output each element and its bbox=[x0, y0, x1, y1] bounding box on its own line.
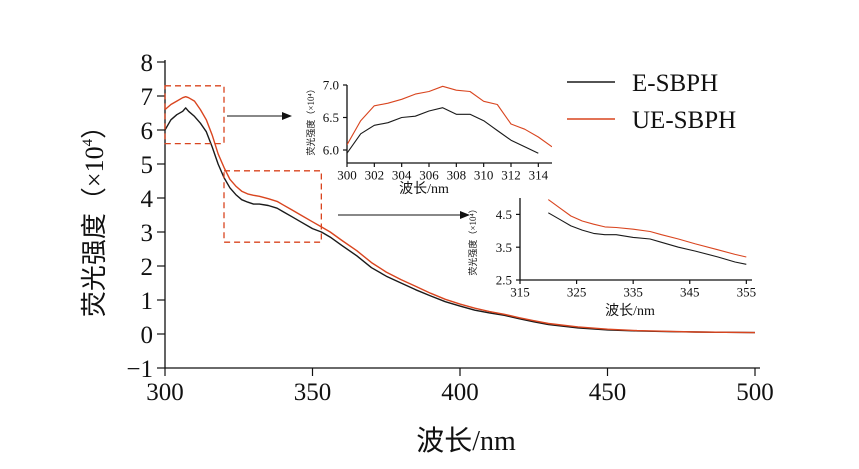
inset1-y-tick-label: 6.5 bbox=[323, 110, 339, 125]
arrow-head-1 bbox=[282, 112, 292, 120]
inset2-ticks: 315 325 335 345 355 4.5 3.5 2.5 bbox=[496, 207, 756, 299]
inset1-y-tick-label: 7.0 bbox=[323, 78, 339, 93]
legend-label-e-sbph: E-SBPH bbox=[632, 70, 718, 97]
main-y-tick-label: 0 bbox=[141, 322, 154, 349]
inset1-x-axis-label: 波长/nm bbox=[399, 181, 449, 197]
main-y-tick-label: −1 bbox=[126, 356, 153, 383]
inset1-y-tick-label: 6.0 bbox=[323, 143, 339, 158]
inset2-x-axis-label: 波长/nm bbox=[605, 303, 655, 319]
inset1-series-line-e-sbph bbox=[347, 107, 539, 154]
inset2-series-line-e-sbph bbox=[548, 212, 747, 265]
main-series-line-ue-sbph bbox=[164, 95, 756, 334]
main-y-tick-label: 6 bbox=[141, 118, 154, 145]
inset2-y-tick-label: 4.5 bbox=[496, 207, 512, 222]
main-y-tick-label: 1 bbox=[141, 288, 154, 315]
main-y-tick-label: 2 bbox=[141, 254, 154, 281]
inset1-x-tick-label: 314 bbox=[529, 167, 549, 182]
inset1-x-tick-label: 312 bbox=[501, 167, 521, 182]
inset1-x-tick-label: 308 bbox=[447, 167, 467, 182]
main-y-axis-label: 荧光强度（×104） bbox=[80, 113, 109, 317]
inset1-series-lines bbox=[347, 85, 552, 154]
legend: E-SBPH UE-SBPH bbox=[567, 70, 736, 134]
main-y-tick-label: 3 bbox=[141, 220, 154, 247]
main-y-tick-label: 4 bbox=[141, 186, 154, 213]
inset1-ticks: 300 302 304 306 308 310 312 314 7.0 6.5 6.0 bbox=[323, 78, 549, 183]
main-ticks: 300 350 400 450 500 8 7 6 5 4 3 2 1 0 −1 bbox=[126, 50, 773, 406]
inset2-series-lines bbox=[547, 199, 747, 265]
inset2-x-tick-label: 345 bbox=[680, 284, 700, 299]
inset2-x-tick-label: 335 bbox=[623, 284, 643, 299]
inset2-y-axis-label: 荧光强度（×10⁴） bbox=[467, 204, 478, 275]
zoom-arrows bbox=[227, 112, 470, 219]
main-plot: 300 350 400 450 500 8 7 6 5 4 3 2 1 0 −1 bbox=[126, 50, 773, 406]
main-x-tick-label: 350 bbox=[294, 379, 332, 406]
main-x-tick-label: 400 bbox=[441, 379, 479, 406]
arrow-head-2 bbox=[460, 211, 470, 219]
zoom-region-boxes bbox=[164, 85, 322, 243]
main-y-tick-label: 8 bbox=[141, 50, 154, 77]
main-y-tick-label: 5 bbox=[141, 152, 154, 179]
inset1-series-line-ue-sbph bbox=[347, 85, 552, 148]
legend-label-ue-sbph: UE-SBPH bbox=[632, 107, 736, 134]
main-x-tick-label: 450 bbox=[589, 379, 627, 406]
main-y-tick-label: 7 bbox=[141, 84, 154, 111]
inset1-x-tick-label: 300 bbox=[337, 167, 357, 182]
main-x-axis-label: 波长/nm bbox=[416, 425, 516, 457]
inset1-y-axis-label: 荧光强度（×10⁴） bbox=[305, 84, 316, 155]
main-x-tick-label: 300 bbox=[146, 379, 184, 406]
main-x-tick-label: 500 bbox=[736, 379, 774, 406]
inset2-series-line-ue-sbph bbox=[547, 199, 747, 258]
zoom-region-box-2 bbox=[223, 170, 322, 243]
inset2-y-tick-label: 2.5 bbox=[496, 273, 512, 288]
inset1-x-tick-label: 310 bbox=[474, 167, 494, 182]
inset1-x-tick-label: 304 bbox=[392, 167, 412, 182]
inset2-x-tick-label: 325 bbox=[567, 284, 587, 299]
main-series-lines bbox=[164, 95, 756, 334]
inset-plot-2: 315 325 335 345 355 4.5 3.5 2.5 波长/nm 荧光强度（×10⁴… bbox=[467, 198, 756, 319]
inset2-x-tick-label: 315 bbox=[510, 284, 530, 299]
inset2-x-tick-label: 355 bbox=[737, 284, 757, 299]
main-series-line-e-sbph bbox=[164, 107, 756, 334]
inset1-x-tick-label: 302 bbox=[365, 167, 385, 182]
zoom-region-box-1 bbox=[164, 85, 225, 145]
inset2-y-tick-label: 3.5 bbox=[496, 240, 512, 255]
inset1-x-tick-label: 306 bbox=[419, 167, 439, 182]
